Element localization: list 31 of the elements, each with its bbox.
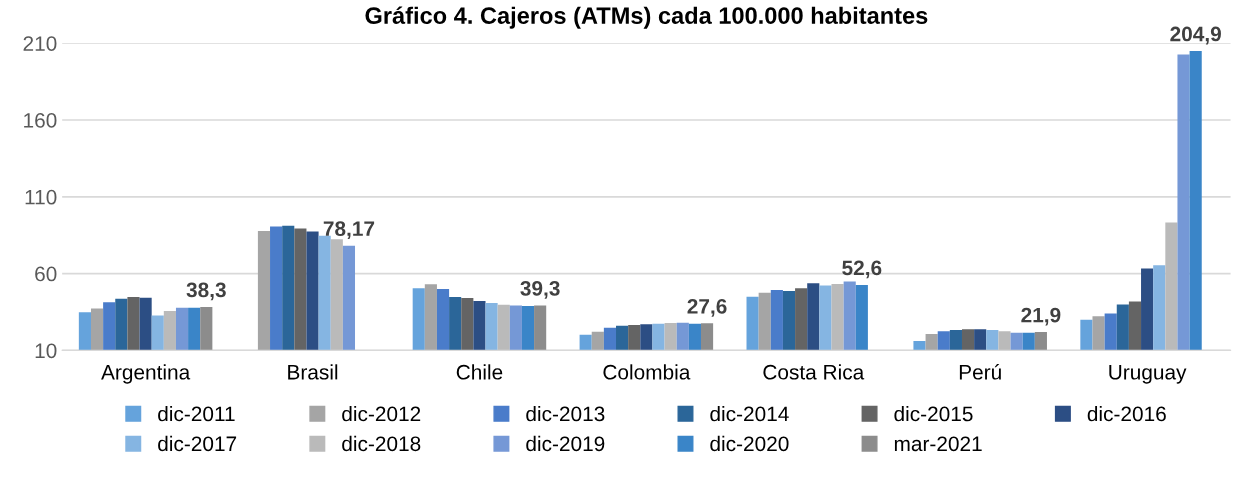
y-tick-label: 60 xyxy=(35,266,57,282)
x-tick-label: Chile xyxy=(456,364,503,380)
data-label: 204,9 xyxy=(1170,26,1221,45)
legend-label: dic-2012 xyxy=(342,406,421,422)
legend-label: dic-2018 xyxy=(342,435,421,452)
legend-label: dic-2017 xyxy=(158,435,237,452)
legend-label: dic-2016 xyxy=(1087,406,1166,422)
legend-label: dic-2020 xyxy=(710,435,789,452)
y-tick-label: 110 xyxy=(25,189,57,205)
legend-label: mar-2021 xyxy=(894,436,982,452)
data-label: 21,9 xyxy=(1021,307,1061,326)
y-tick-label: 10 xyxy=(35,343,57,359)
data-label: 78,17 xyxy=(323,221,375,240)
chart-title: Gráfico 4. Cajeros (ATMs) cada 100.000 habitantes xyxy=(365,6,928,29)
y-tick-label: 160 xyxy=(24,113,57,128)
legend-label: dic-2015 xyxy=(894,406,973,422)
x-tick-label: Argentina xyxy=(101,364,191,384)
legend-label: dic-2014 xyxy=(710,406,789,422)
legend-label: dic-2019 xyxy=(526,435,605,452)
legend-label: dic-2011 xyxy=(158,406,235,422)
data-label: 27,6 xyxy=(687,298,727,317)
data-label: 39,3 xyxy=(520,280,560,299)
data-label: 52,6 xyxy=(842,260,882,279)
data-label: 38,3 xyxy=(186,282,226,301)
x-tick-label: Brasil xyxy=(288,364,338,380)
x-tick-label: Costa Rica xyxy=(763,364,865,380)
legend-label: dic-2013 xyxy=(526,406,605,422)
x-tick-label: Uruguay xyxy=(1109,365,1187,384)
x-tick-label: Perú xyxy=(959,364,1001,380)
y-tick-label: 210 xyxy=(23,36,57,51)
x-tick-label: Colombia xyxy=(603,364,691,380)
